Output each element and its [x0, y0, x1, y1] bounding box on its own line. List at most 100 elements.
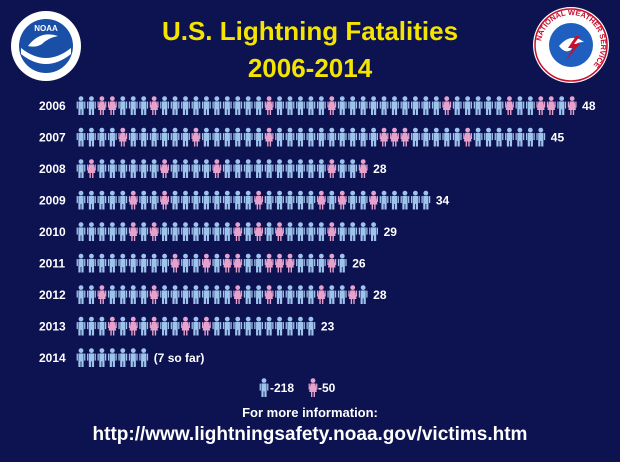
male-figure [243, 222, 253, 241]
female-figure [160, 190, 169, 210]
male-figure [97, 348, 107, 367]
male-figure [139, 316, 149, 336]
male-figure [243, 190, 253, 210]
male-figure [264, 159, 274, 178]
male-figure [275, 190, 284, 210]
male-figure [139, 127, 149, 147]
male-figure [107, 127, 117, 147]
male-figure [316, 159, 326, 178]
male-figure [369, 127, 378, 147]
female-figure [327, 159, 337, 178]
male-figure [358, 190, 368, 210]
male-figure [296, 190, 305, 210]
male-figure [118, 159, 128, 178]
male-figure [87, 348, 96, 367]
year-label: 2009 [39, 194, 66, 208]
lightning-bolt-icon [566, 36, 580, 60]
value-label: 29 [384, 225, 398, 239]
male-figure [452, 127, 462, 147]
female-figure [107, 96, 117, 115]
male-figure [118, 285, 128, 304]
female-figure [358, 159, 368, 178]
male-figure [139, 96, 149, 115]
male-figure [149, 159, 159, 178]
male-figure [243, 96, 253, 115]
female-figure [369, 190, 378, 210]
male-figure [379, 96, 389, 115]
female-figure [128, 190, 138, 210]
male-figure [243, 316, 253, 336]
legend-male-icon [259, 378, 269, 397]
female-figure [202, 253, 211, 273]
male-figure [76, 253, 86, 273]
male-figure [316, 253, 326, 273]
male-figure [431, 96, 441, 115]
male-figure [254, 96, 264, 115]
female-figure [149, 285, 159, 304]
female-figure [264, 253, 274, 273]
male-figure [411, 190, 420, 210]
male-figure [285, 96, 295, 115]
male-figure [87, 96, 96, 115]
value-label: 26 [352, 257, 366, 271]
male-figure [107, 253, 117, 273]
male-figure [400, 190, 410, 210]
male-figure [170, 222, 180, 241]
male-figure [254, 159, 264, 178]
male-figure [233, 316, 243, 336]
male-figure [128, 253, 138, 273]
male-figure [296, 316, 305, 336]
male-figure [442, 127, 452, 147]
value-label: 45 [551, 131, 565, 145]
male-figure [358, 285, 368, 304]
male-figure [243, 253, 253, 273]
male-figure [275, 127, 284, 147]
male-figure [473, 96, 483, 115]
male-figure [296, 96, 305, 115]
male-figure [222, 222, 232, 241]
male-figure [139, 159, 149, 178]
female-figure [327, 96, 337, 115]
female-figure [128, 222, 138, 241]
male-figure [87, 127, 96, 147]
male-figure [97, 253, 107, 273]
male-figure [76, 159, 86, 178]
year-label: 2012 [39, 288, 66, 302]
male-figure [285, 222, 295, 241]
male-figure [202, 96, 211, 115]
female-figure [275, 253, 284, 273]
male-figure [296, 127, 305, 147]
male-figure [233, 127, 243, 147]
male-figure [181, 96, 190, 115]
male-figure [118, 190, 128, 210]
male-figure [212, 316, 222, 336]
male-figure [118, 348, 128, 367]
male-figure [505, 127, 514, 147]
male-figure [212, 127, 222, 147]
row-2009: 2009 34 [39, 190, 450, 210]
male-figure [306, 127, 316, 147]
male-figure [170, 127, 180, 147]
female-figure [149, 222, 159, 241]
male-figure [337, 222, 347, 241]
male-figure [118, 222, 128, 241]
male-figure [525, 127, 535, 147]
female-figure [118, 127, 128, 147]
noaa-logo-text: NOAA [34, 24, 58, 33]
info-url-link[interactable]: http://www.lightningsafety.noaa.gov/vict… [92, 424, 528, 445]
female-figure [191, 127, 201, 147]
row-2008: 2008 28 [39, 159, 387, 178]
male-figure [212, 190, 222, 210]
male-figure [306, 159, 316, 178]
year-label: 2006 [39, 99, 66, 113]
female-figure [254, 222, 264, 241]
male-figure [390, 96, 399, 115]
male-figure [306, 222, 316, 241]
male-figure [222, 127, 232, 147]
male-figure [139, 222, 149, 241]
male-figure [139, 285, 149, 304]
value-label: 23 [321, 320, 335, 334]
male-figure [400, 96, 410, 115]
value-label: 28 [373, 288, 387, 302]
